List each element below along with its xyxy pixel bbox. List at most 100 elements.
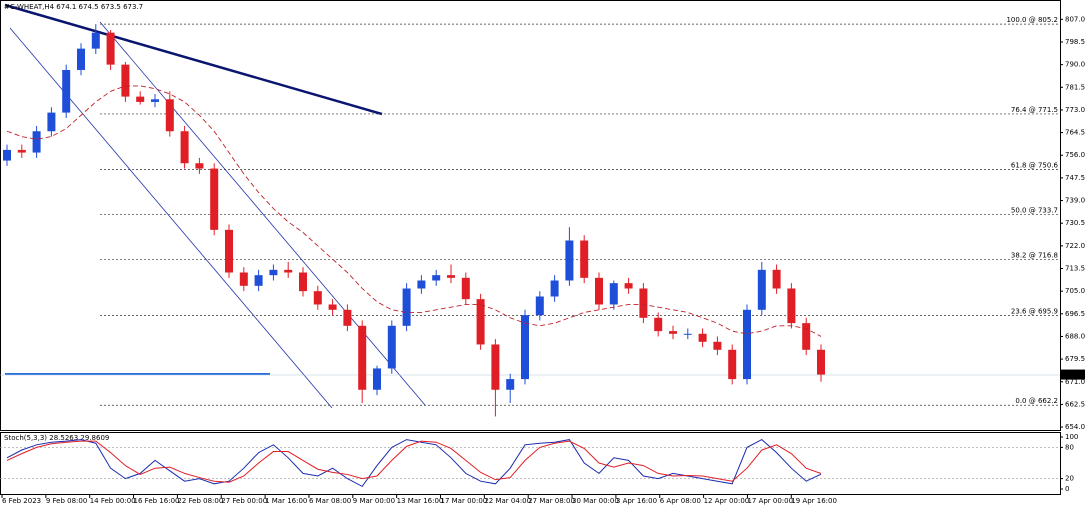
candle-body <box>461 277 470 300</box>
y-tick-label: 730.5 <box>1065 219 1085 227</box>
candle-body <box>609 283 618 305</box>
x-tick-label: 30 Mar 00:00 <box>572 497 619 505</box>
y-tick-label: 671.0 <box>1065 378 1085 386</box>
candle-body <box>195 163 204 169</box>
candle-body <box>358 325 367 390</box>
candle-body <box>343 309 352 326</box>
candle-body <box>550 280 559 297</box>
x-tick-label: 9 Feb 08:00 <box>46 497 87 505</box>
stoch-title: Stoch(5,3,3) 28.5263 29.8609 <box>4 434 109 442</box>
fib-label: 38.2 @ 716.8 <box>1011 252 1058 260</box>
candle-body <box>313 291 322 305</box>
x-tick-label: 27 Mar 08:00 <box>528 497 575 505</box>
fib-label: 76.4 @ 771.5 <box>1011 106 1058 114</box>
candle-body <box>417 280 426 289</box>
fib-label: 50.0 @ 733.7 <box>1011 207 1058 215</box>
candle-body <box>817 349 825 375</box>
y-tick-label: 662.5 <box>1065 400 1085 408</box>
x-tick-label: 22 Mar 04:00 <box>484 497 531 505</box>
x-tick-label: 6 Apr 08:00 <box>660 497 701 505</box>
candle-body <box>654 317 663 332</box>
x-tick-label: 14 Feb 00:00 <box>90 497 136 505</box>
candle-body <box>743 309 751 380</box>
candle-body <box>210 168 219 230</box>
trend-line <box>4 3 383 116</box>
y-tick-label: 747.5 <box>1065 174 1085 182</box>
moving-average <box>6 85 822 337</box>
x-tick-label: 12 Apr 00:00 <box>704 497 750 505</box>
y-tick-label: 0 <box>1065 485 1069 493</box>
candle-body <box>683 333 692 335</box>
y-tick-label: 781.5 <box>1065 83 1085 91</box>
candle-body <box>328 304 337 310</box>
candle-body <box>239 272 248 286</box>
candle-body <box>387 325 396 369</box>
candle-body <box>772 269 781 289</box>
candle-body <box>225 229 233 273</box>
candle-body <box>254 275 263 286</box>
x-tick-label: 22 Feb 08:00 <box>177 497 223 505</box>
stoch-line <box>6 440 822 483</box>
y-tick-label: 713.5 <box>1065 265 1085 273</box>
y-tick-label: 807.0 <box>1065 15 1085 23</box>
candle-body <box>165 99 174 132</box>
candle-body <box>447 275 455 278</box>
candle-body <box>3 149 11 161</box>
x-tick-label: 19 Apr 16:00 <box>791 497 837 505</box>
y-tick-label: 798.5 <box>1065 38 1085 46</box>
candle-body <box>787 288 796 324</box>
candle-body <box>299 272 307 292</box>
fib-label: 23.6 @ 695.9 <box>1011 307 1058 315</box>
x-tick-label: 3 Apr 16:00 <box>616 497 657 505</box>
candle-body <box>580 240 589 278</box>
candle-body <box>269 269 278 276</box>
candle-body <box>402 288 411 326</box>
y-tick-label: 688.0 <box>1065 332 1085 340</box>
y-tick-label: 756.0 <box>1065 151 1085 159</box>
candle-body <box>713 341 722 350</box>
header: #C-WHEAT,H4 674.1 674.5 673.5 673.7 <box>4 3 143 11</box>
candle-body <box>802 323 811 350</box>
x-tick-label: 17 Apr 00:00 <box>747 497 793 505</box>
y-tick-label: 80 <box>1065 443 1074 451</box>
price-tag-label: 673.7 <box>1064 371 1084 379</box>
stoch-line <box>6 438 822 488</box>
candle-body <box>521 315 529 380</box>
candle-body <box>506 379 515 390</box>
x-tick-label: 27 Feb 00:00 <box>221 497 267 505</box>
candle-body <box>151 99 159 102</box>
y-tick-label: 773.0 <box>1065 106 1085 114</box>
candle-body <box>565 240 574 281</box>
y-tick-label: 100 <box>1065 433 1078 441</box>
channel-line <box>99 21 426 406</box>
candle-body <box>180 131 189 164</box>
candle-body <box>624 283 633 289</box>
candle-body <box>91 32 100 49</box>
candle-body <box>595 277 603 305</box>
candle-body <box>728 349 737 380</box>
candle-body <box>121 64 130 97</box>
x-tick-label: 6 Feb 2023 <box>2 497 41 505</box>
candle-body <box>373 368 381 390</box>
fib-label: 100.0 @ 805.2 <box>1006 16 1058 24</box>
y-tick-label: 722.0 <box>1065 242 1085 250</box>
y-tick-label: 764.5 <box>1065 129 1085 137</box>
x-tick-label: 9 Mar 00:00 <box>353 497 395 505</box>
candle-body <box>432 275 441 281</box>
candle-body <box>669 331 677 334</box>
fib-label: 0.0 @ 662.2 <box>1015 397 1058 405</box>
fib-label: 61.8 @ 750.6 <box>1011 162 1059 170</box>
candle-body <box>47 112 56 132</box>
candle-body <box>62 69 71 113</box>
y-tick-label: 790.0 <box>1065 61 1085 69</box>
candle-body <box>535 296 544 316</box>
candle-body <box>476 299 485 345</box>
candle-body <box>17 149 26 153</box>
stoch-panel <box>0 432 1061 495</box>
y-tick-label: 696.5 <box>1065 310 1085 318</box>
candle-body <box>136 96 145 102</box>
y-tick-label: 739.0 <box>1065 197 1085 205</box>
candle-body <box>106 32 115 65</box>
